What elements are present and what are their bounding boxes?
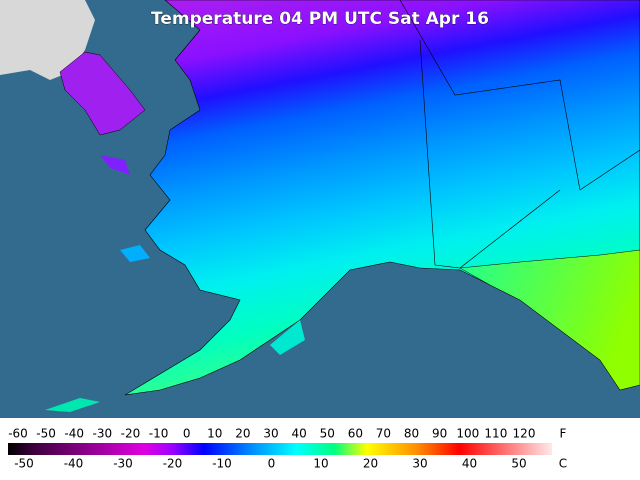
celsius-label: -40	[64, 457, 84, 471]
island	[270, 320, 305, 355]
map-title: Temperature 04 PM UTC Sat Apr 16	[151, 9, 489, 29]
fahrenheit-label: 60	[348, 427, 363, 441]
unit-label: C	[559, 457, 567, 471]
fahrenheit-label: 10	[207, 427, 222, 441]
fahrenheit-label: 50	[320, 427, 335, 441]
celsius-label: 40	[462, 457, 477, 471]
fahrenheit-label: -30	[93, 427, 113, 441]
celsius-label: 10	[313, 457, 328, 471]
celsius-label: -50	[14, 457, 34, 471]
fahrenheit-label: 40	[291, 427, 306, 441]
unit-label: F	[560, 427, 567, 441]
border-line	[399, 0, 640, 191]
celsius-label: 30	[412, 457, 427, 471]
fahrenheit-label: -50	[36, 427, 56, 441]
fahrenheit-label: 80	[404, 427, 419, 441]
fahrenheit-label: 20	[235, 427, 250, 441]
fahrenheit-label: 110	[484, 427, 507, 441]
southeast-land	[459, 249, 640, 391]
fahrenheit-label: 90	[432, 427, 447, 441]
fahrenheit-label: -40	[64, 427, 84, 441]
celsius-label: -30	[113, 457, 133, 471]
chukotka-land	[59, 51, 146, 136]
fahrenheit-label: 30	[263, 427, 278, 441]
fahrenheit-label: -60	[8, 427, 28, 441]
fahrenheit-label: 70	[376, 427, 391, 441]
fahrenheit-label: 0	[183, 427, 191, 441]
fahrenheit-label: 100	[456, 427, 479, 441]
celsius-label: -10	[212, 457, 232, 471]
fahrenheit-label: -10	[149, 427, 169, 441]
celsius-label: -20	[163, 457, 183, 471]
celsius-label: 0	[268, 457, 276, 471]
fahrenheit-label: 120	[513, 427, 536, 441]
siberia-land	[0, 0, 95, 80]
fahrenheit-label: -20	[121, 427, 141, 441]
island	[120, 245, 150, 262]
border-line	[419, 39, 561, 269]
celsius-label: 20	[363, 457, 378, 471]
island	[45, 398, 100, 412]
island	[100, 155, 130, 175]
celsius-label: 50	[511, 457, 526, 471]
color-bar	[8, 443, 552, 455]
